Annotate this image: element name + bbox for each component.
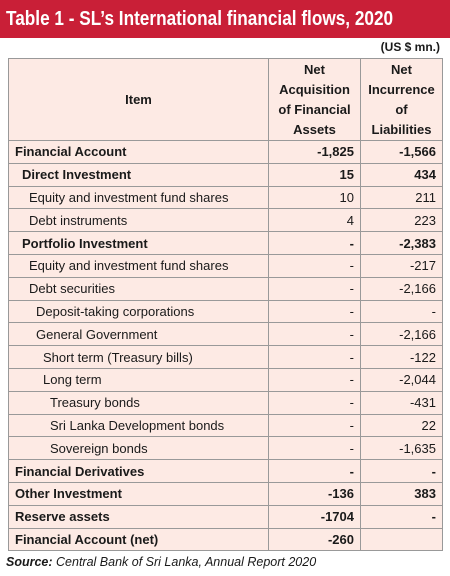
source: Source: Central Bank of Sri Lanka, Annua… <box>6 555 316 569</box>
table-row: Sri Lanka Development bonds -22 <box>8 413 443 438</box>
cell: - <box>268 276 361 301</box>
table-row: Financial Account (net) -260 <box>8 527 443 552</box>
table-row: Sovereign bonds - -1,635 <box>8 436 443 461</box>
table-row: Debt securities - -2,166 <box>8 276 443 301</box>
table-row: Debt instruments 4 223 <box>8 208 443 233</box>
cell: 4 <box>268 208 361 233</box>
table-row: Treasury bonds - -431 <box>8 390 443 415</box>
row-label: Treasury bonds <box>8 390 269 415</box>
title: Table 1 - SL’s International financial f… <box>6 8 394 30</box>
cell: -1,825 <box>268 140 361 164</box>
source-text: Central Bank of Sri Lanka, Annual Report… <box>56 555 317 569</box>
row-label: Sri Lanka Development bonds <box>8 413 269 438</box>
cell: - <box>268 231 361 255</box>
cell: 434 <box>360 162 443 187</box>
row-label: Financial Account (net) <box>8 527 269 552</box>
row-label: Deposit-taking corporations <box>8 299 269 324</box>
column-header: Item <box>8 58 269 141</box>
cell: 15 <box>268 162 361 187</box>
unit: (US $ mn.) <box>380 40 440 54</box>
header-row: Item Net Acquisition of Financial Assets… <box>8 58 443 141</box>
table-row: Equity and investment fund shares 10 211 <box>8 185 443 210</box>
row-label: Debt securities <box>8 276 269 301</box>
cell: -2,166 <box>360 322 443 347</box>
cell: - <box>268 367 361 392</box>
table-row: Financial Derivatives - - <box>8 459 443 483</box>
row-label: Financial Account <box>8 140 269 164</box>
cell: -1,635 <box>360 436 443 461</box>
table-row: Reserve assets -1704- <box>8 504 443 529</box>
cell: - <box>268 436 361 461</box>
cell: - <box>268 390 361 415</box>
row-label: Sovereign bonds <box>8 436 269 461</box>
row-label: Financial Derivatives <box>8 459 269 483</box>
cell: - <box>268 413 361 438</box>
table-row: Financial Account -1,825 -1,566 <box>8 140 443 164</box>
table-row: Other Investment -136 383 <box>8 481 443 506</box>
cell: -1704 <box>268 504 361 529</box>
cell: -122 <box>360 345 443 369</box>
table-row: Portfolio Investment - -2,383 <box>8 231 443 255</box>
cell: 223 <box>360 208 443 233</box>
row-label: Reserve assets <box>8 504 269 529</box>
row-label: Debt instruments <box>8 208 269 233</box>
cell: - <box>360 504 443 529</box>
column-header: Net Acquisition of Financial Assets <box>268 58 361 141</box>
cell: -1,566 <box>360 140 443 164</box>
table-row: Long term - -2,044 <box>8 367 443 392</box>
table-row: Deposit-taking corporations - - <box>8 299 443 324</box>
title-bar: Table 1 - SL’s International financial f… <box>0 0 450 38</box>
cell: - <box>360 299 443 324</box>
source-label: Source: <box>6 555 53 569</box>
row-label: Other Investment <box>8 481 269 506</box>
table-row: Direct Investment 15 434 <box>8 162 443 187</box>
cell: -2,044 <box>360 367 443 392</box>
cell: - <box>268 459 361 483</box>
cell: 10 <box>268 185 361 210</box>
cell: - <box>268 253 361 278</box>
cell: 211 <box>360 185 443 210</box>
table-row: General Government - -2,166 <box>8 322 443 347</box>
cell: 383 <box>360 481 443 506</box>
cell <box>360 527 443 552</box>
column-header: Net Incurrence of Liabilities <box>360 58 443 141</box>
cell: -217 <box>360 253 443 278</box>
cell: 22 <box>360 413 443 438</box>
row-label: General Government <box>8 322 269 347</box>
row-label: Long term <box>8 367 269 392</box>
row-label: Short term (Treasury bills) <box>8 345 269 369</box>
cell: -431 <box>360 390 443 415</box>
row-label: Direct Investment <box>8 162 269 187</box>
cell: -260 <box>268 527 361 552</box>
cell: -2,383 <box>360 231 443 255</box>
cell: -2,166 <box>360 276 443 301</box>
row-label: Equity and investment fund shares <box>8 185 269 210</box>
cell: - <box>268 322 361 347</box>
table-row: Equity and investment fund shares - -217 <box>8 253 443 278</box>
table: Item Net Acquisition of Financial Assets… <box>8 58 443 552</box>
cell: -136 <box>268 481 361 506</box>
row-label: Equity and investment fund shares <box>8 253 269 278</box>
table-body: Financial Account -1,825 -1,566 Direct Inve… <box>8 140 443 552</box>
cell: - <box>360 459 443 483</box>
cell: - <box>268 299 361 324</box>
table-row: Short term (Treasury bills) - -122 <box>8 345 443 369</box>
cell: - <box>268 345 361 369</box>
row-label: Portfolio Investment <box>8 231 269 255</box>
